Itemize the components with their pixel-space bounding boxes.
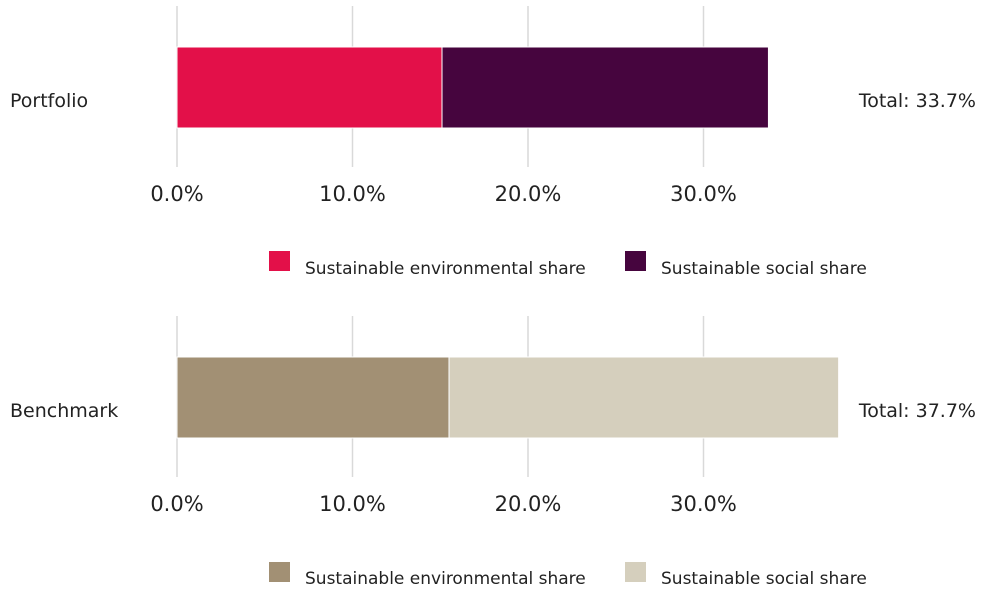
- portfolio-bar-environmental: [176, 46, 443, 129]
- portfolio-x-tick-label: 20.0%: [495, 182, 562, 206]
- portfolio-x-tick-label: 30.0%: [670, 182, 737, 206]
- benchmark-x-tick-label: 0.0%: [150, 492, 203, 516]
- benchmark-legend-swatch-environmental: [269, 562, 290, 582]
- benchmark-panel: Benchmark Total: 37.7% 0.0% 10.0% 20.0% 30.…: [10, 316, 976, 589]
- portfolio-legend-label-environmental: Sustainable environmental share: [305, 259, 586, 279]
- benchmark-legend-label-environmental: Sustainable environmental share: [305, 569, 586, 589]
- portfolio-x-ticks: 0.0% 10.0% 20.0% 30.0%: [150, 182, 737, 206]
- portfolio-x-tick-label: 0.0%: [150, 182, 203, 206]
- portfolio-x-tick-label: 10.0%: [319, 182, 386, 206]
- portfolio-legend-label-social: Sustainable social share: [661, 259, 867, 279]
- portfolio-legend: Sustainable environmental share Sustaina…: [269, 251, 867, 279]
- benchmark-legend: Sustainable environmental share Sustaina…: [269, 562, 867, 589]
- benchmark-bars: [176, 356, 840, 439]
- portfolio-panel: Portfolio Total: 33.7% 0.0% 10.0% 20.0% 30.…: [10, 6, 976, 279]
- portfolio-legend-swatch-social: [625, 251, 646, 271]
- portfolio-legend-swatch-environmental: [269, 251, 290, 271]
- portfolio-category-label: Portfolio: [10, 90, 88, 112]
- benchmark-total-label: Total: 37.7%: [858, 400, 976, 422]
- benchmark-x-tick-label: 30.0%: [670, 492, 737, 516]
- benchmark-legend-swatch-social: [625, 562, 646, 582]
- benchmark-bar-environmental: [176, 356, 450, 439]
- benchmark-x-tick-label: 10.0%: [319, 492, 386, 516]
- benchmark-bar-social: [448, 356, 840, 439]
- portfolio-total-label: Total: 33.7%: [858, 90, 976, 112]
- portfolio-bar-social: [441, 46, 769, 129]
- benchmark-x-ticks: 0.0% 10.0% 20.0% 30.0%: [150, 492, 737, 516]
- benchmark-x-tick-label: 20.0%: [495, 492, 562, 516]
- benchmark-legend-label-social: Sustainable social share: [661, 569, 867, 589]
- portfolio-bars: [176, 46, 769, 129]
- benchmark-category-label: Benchmark: [10, 400, 118, 422]
